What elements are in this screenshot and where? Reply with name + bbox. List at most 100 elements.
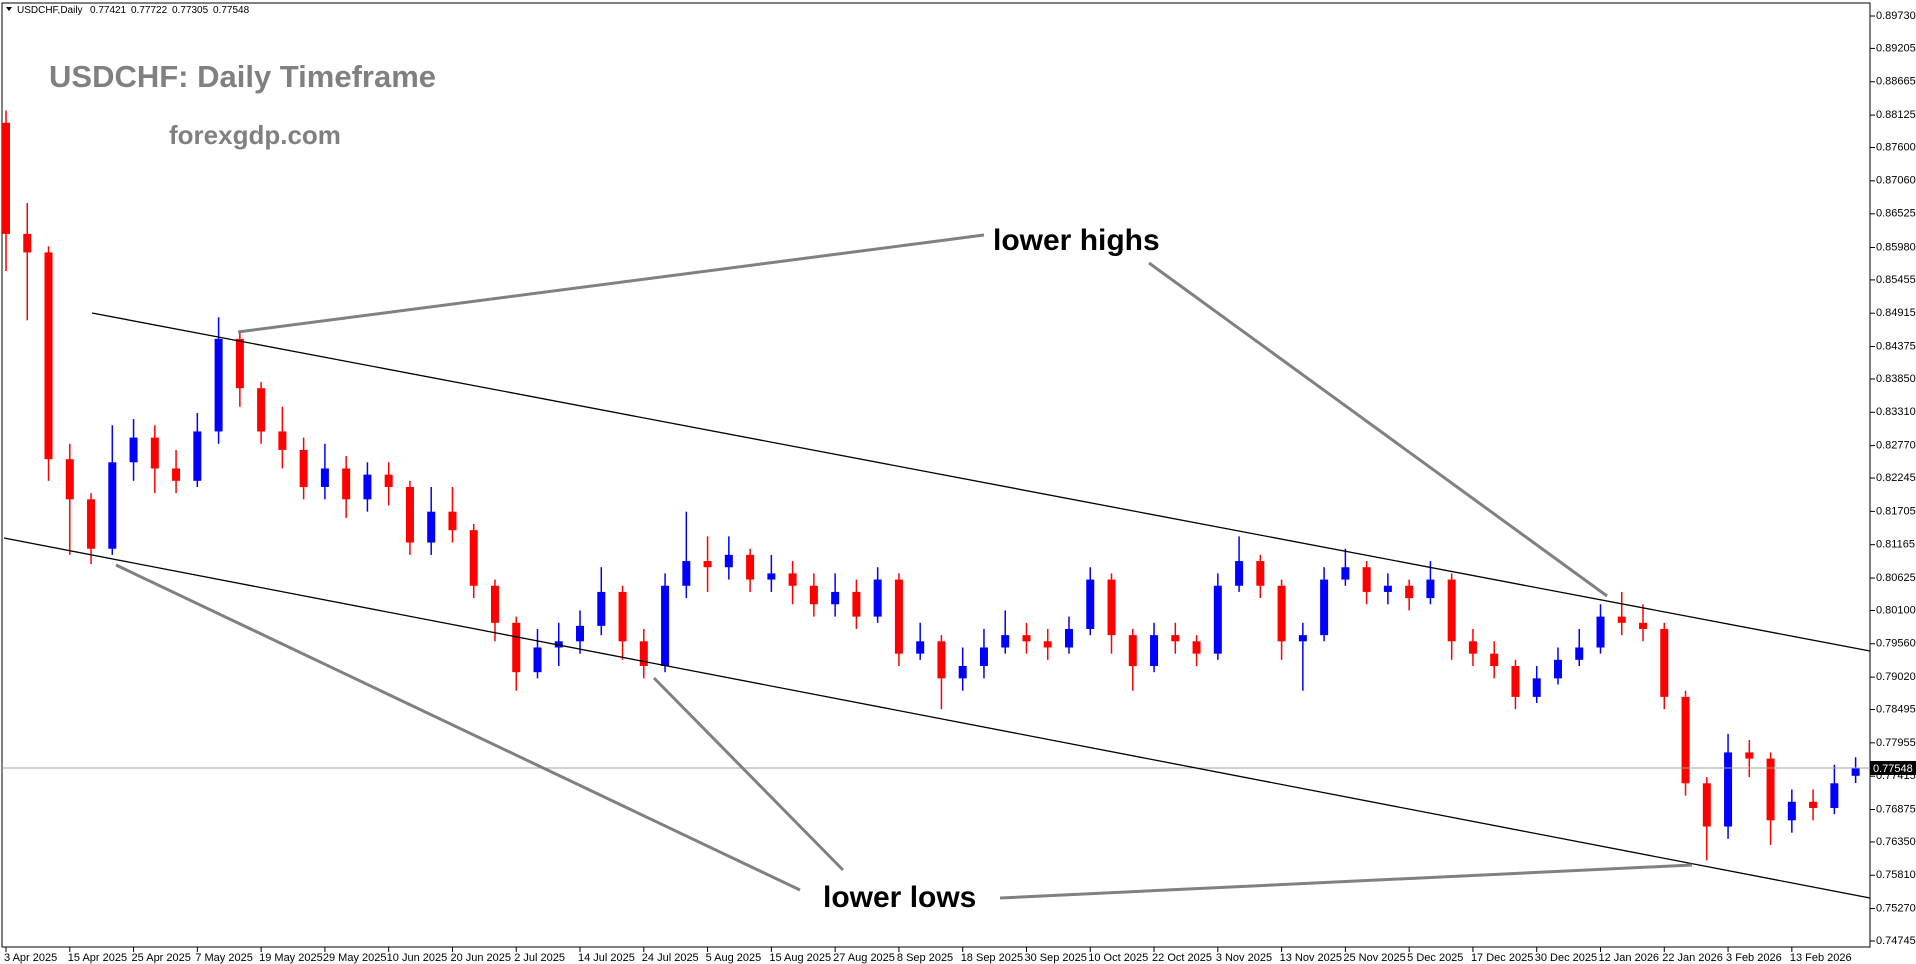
axis-layer: 0.89730 0.89205 0.88665 0.88125 0.87600 0.870… [4,10,1916,964]
y-tick-label: 0.84375 [1876,340,1916,352]
x-tick-label: 5 Dec 2025 [1407,952,1463,964]
candle-body [533,647,542,673]
y-tick-label: 0.75270 [1876,902,1916,914]
candle-body [1107,579,1116,636]
candle-body [23,233,32,253]
y-tick-label: 0.82770 [1876,440,1916,452]
candle-body [1787,801,1796,821]
candle-body [44,252,53,460]
candle-body [1043,641,1052,648]
y-tick-label: 0.82245 [1876,472,1916,484]
candle-body [1553,659,1562,679]
y-tick-label: 0.87060 [1876,175,1916,187]
candle-body [1128,635,1137,666]
y-tick-label: 0.87600 [1876,141,1916,153]
y-tick-label: 0.78495 [1876,703,1916,715]
candle-body [1362,567,1371,592]
candle-body [2,122,10,234]
candle-body [1022,635,1031,642]
x-tick-label: 15 Apr 2025 [68,952,127,964]
candle-body [1447,579,1456,642]
y-tick-label: 0.83310 [1876,406,1916,418]
x-tick-label: 13 Nov 2025 [1280,952,1342,964]
y-tick-label: 0.88665 [1876,76,1916,88]
candle-body [342,468,351,500]
candle-body [363,474,372,500]
x-tick-label: 27 Aug 2025 [833,952,895,964]
x-tick-label: 25 Apr 2025 [132,952,191,964]
candle-body [809,585,818,605]
candle-body [150,437,159,469]
menu-arrow[interactable] [6,7,12,11]
candle-body [1809,801,1818,808]
pointer [999,863,1693,900]
candle-body [937,641,946,679]
candle-body [1490,653,1499,666]
candle-body [1532,678,1541,697]
x-tick-label: 20 Jun 2025 [450,952,511,964]
candle-body [193,431,202,481]
y-tick-label: 0.83850 [1876,373,1916,385]
candle-body [894,579,903,654]
annotation: lower lows [823,881,976,914]
candle-body [320,468,329,487]
candle-body [618,591,627,642]
candle-body [1383,585,1392,592]
candle-body [1320,579,1329,636]
y-tick-label: 0.79020 [1876,671,1916,683]
annotation-pointers [115,233,1693,900]
candles: 0.77548 [2,110,1916,861]
x-tick-label: 12 Jan 2026 [1599,952,1660,964]
candle-body [1575,647,1584,660]
x-tick-label: 3 Apr 2025 [4,952,57,964]
candle-body [1702,783,1711,827]
y-tick-label: 0.75810 [1876,869,1916,881]
pointer [652,676,845,872]
y-tick-label: 0.80100 [1876,604,1916,616]
candle-body [65,459,74,500]
candle-body [87,499,96,549]
candle-body [1724,752,1733,827]
candle-body [1660,628,1669,697]
x-tick-label: 7 May 2025 [195,952,252,964]
pointer [115,563,801,892]
candle-body [1341,567,1350,580]
candle-body [1851,767,1860,776]
candle-body [1213,585,1222,654]
annotation: lower highs [993,224,1160,257]
x-tick-label: 30 Dec 2025 [1535,952,1597,964]
y-tick-label: 0.84915 [1876,307,1916,319]
y-tick-label: 0.85455 [1876,274,1916,286]
candle-body [405,486,414,543]
candle-body [1617,616,1626,623]
candle-body [661,585,670,666]
candle-body [576,625,585,642]
candle-body [299,449,308,487]
candle-body [703,561,712,568]
candle-body [852,591,861,617]
y-tick-label: 0.79560 [1876,638,1916,650]
x-tick-label: 18 Sep 2025 [961,952,1023,964]
candle-body [384,474,393,487]
x-tick-label: 3 Nov 2025 [1216,952,1272,964]
pointer [1148,261,1608,598]
x-tick-label: 5 Aug 2025 [706,952,762,964]
candle-body [1065,628,1073,648]
y-tick-label: 0.80625 [1876,572,1916,584]
candle-body [108,462,117,549]
candle-body [427,511,436,543]
candle-body [1001,635,1010,648]
x-tick-label: 25 Nov 2025 [1343,952,1405,964]
y-tick-label: 0.89205 [1876,42,1916,54]
pointer [237,233,985,334]
candle-body [235,338,244,389]
y-tick-label: 0.81705 [1876,505,1916,517]
candle-body [1171,635,1180,642]
candle-body [767,573,776,580]
y-tick-label: 0.76350 [1876,836,1916,848]
x-tick-label: 2 Jul 2025 [514,952,565,964]
x-tick-label: 19 May 2025 [259,952,323,964]
candle-body [1086,579,1095,629]
x-tick-label: 24 Jul 2025 [642,952,699,964]
